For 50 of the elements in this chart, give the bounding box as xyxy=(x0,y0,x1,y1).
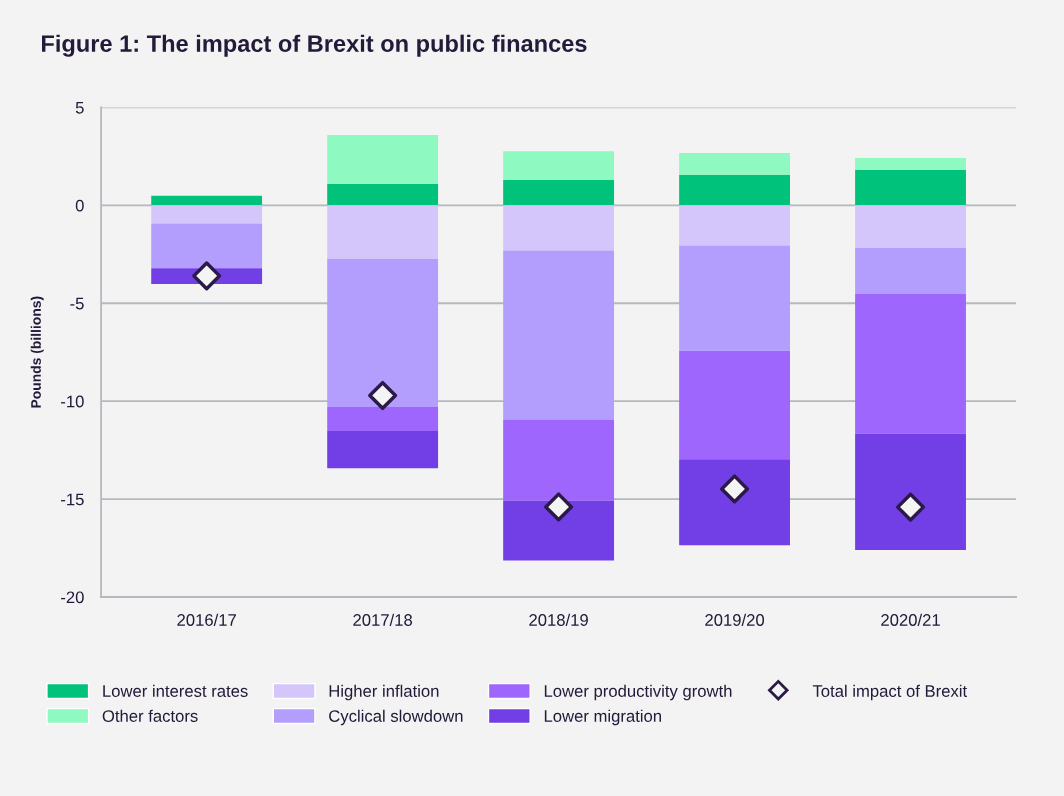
x-tick-label: 2017/18 xyxy=(353,613,413,626)
y-axis-title: Pounds (billions) xyxy=(30,296,44,408)
chart-title: Figure 1: The impact of Brexit on public finances xyxy=(42,34,587,57)
bar xyxy=(151,205,263,224)
point xyxy=(544,492,574,522)
bar xyxy=(327,430,439,469)
bar xyxy=(855,157,966,170)
bar xyxy=(679,245,790,351)
bar xyxy=(327,259,439,408)
bar xyxy=(327,183,439,206)
bar xyxy=(679,174,790,206)
bar xyxy=(503,179,615,206)
bar xyxy=(503,151,615,180)
legend-label: Other factors xyxy=(102,709,198,722)
legend-label: Lower migration xyxy=(544,709,661,726)
legend-label: Lower productivity growth xyxy=(544,684,732,701)
bar xyxy=(503,250,615,420)
bar xyxy=(151,195,263,206)
bar xyxy=(679,350,790,460)
bar xyxy=(855,248,966,294)
y-tick-label: -5 xyxy=(70,297,84,310)
bar xyxy=(679,459,790,546)
bar xyxy=(327,407,439,431)
bar xyxy=(855,293,966,434)
bar xyxy=(855,205,966,249)
bar xyxy=(679,205,790,246)
x-tick-label: 2020/21 xyxy=(881,613,940,626)
point xyxy=(192,261,222,291)
x-tick-label: 2016/17 xyxy=(177,613,236,626)
x-tick-label: 2019/20 xyxy=(705,613,765,626)
bar xyxy=(327,135,439,184)
bar xyxy=(679,152,790,175)
legend-label: Lower interest rates xyxy=(103,684,248,697)
bar xyxy=(503,500,615,561)
legend-label: Cyclical slowdown xyxy=(329,709,463,726)
bar xyxy=(855,169,966,206)
bar xyxy=(503,419,615,501)
y-tick-label: 0 xyxy=(75,199,84,212)
y-tick-label: -15 xyxy=(61,493,84,506)
bar xyxy=(327,205,439,260)
bar xyxy=(503,205,615,251)
legend-label: Higher inflation xyxy=(329,684,439,701)
bar xyxy=(855,433,966,550)
y-tick-label: -20 xyxy=(61,591,84,604)
y-tick-label: 5 xyxy=(75,102,84,114)
bar xyxy=(151,223,263,269)
y-tick-label: -10 xyxy=(61,395,84,408)
legend-label: Total impact of Brexit xyxy=(812,684,968,701)
point xyxy=(368,380,398,411)
x-tick-label: 2018/19 xyxy=(529,613,588,626)
